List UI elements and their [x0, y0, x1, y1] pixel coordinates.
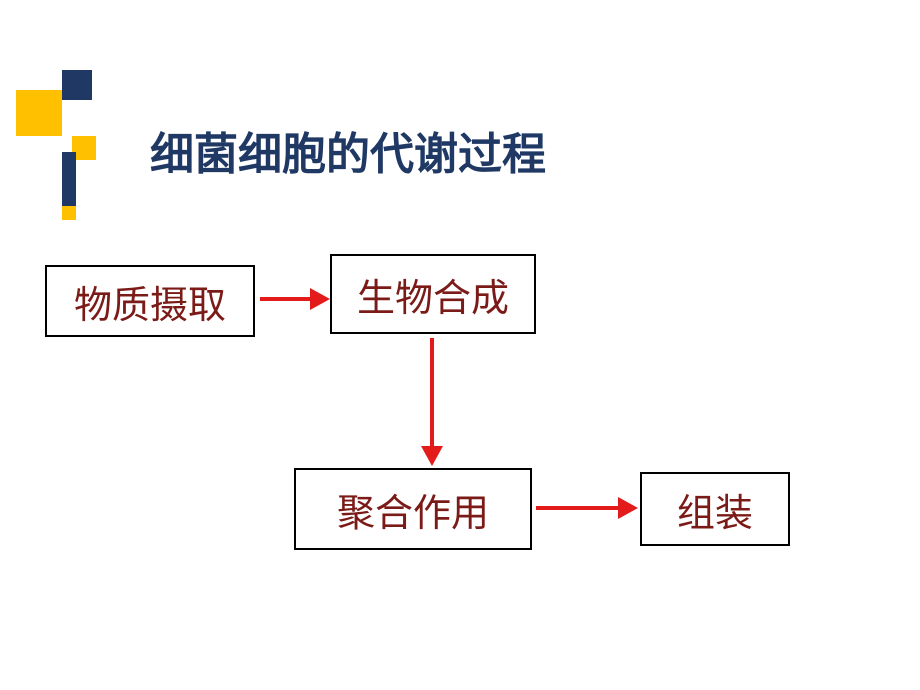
- node-label: 组装: [677, 482, 753, 537]
- arrow-head-icon: [421, 446, 443, 466]
- deco-bar: [62, 152, 76, 206]
- deco-square: [16, 90, 62, 136]
- slide: 细菌细胞的代谢过程 物质摄取 生物合成 聚合作用 组装: [0, 0, 920, 690]
- flow-node-polymerization: 聚合作用: [294, 468, 532, 550]
- deco-square: [62, 70, 92, 100]
- flow-node-assembly: 组装: [640, 472, 790, 546]
- node-label: 聚合作用: [337, 482, 489, 537]
- arrow-head-icon: [618, 497, 638, 519]
- arrow-shaft: [536, 506, 622, 510]
- flow-node-biosynthesis: 生物合成: [330, 254, 536, 334]
- slide-title: 细菌细胞的代谢过程: [150, 118, 546, 182]
- node-label: 生物合成: [357, 267, 509, 322]
- arrow-shaft: [430, 338, 434, 450]
- deco-square: [62, 206, 76, 220]
- node-label: 物质摄取: [74, 274, 226, 329]
- flow-node-intake: 物质摄取: [45, 265, 255, 337]
- arrow-shaft: [260, 297, 314, 301]
- arrow-head-icon: [310, 288, 330, 310]
